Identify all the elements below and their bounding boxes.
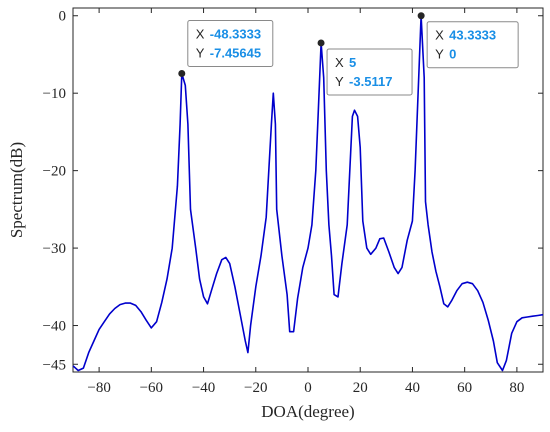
- y-axis-title: Spectrum(dB): [7, 142, 26, 238]
- datatip-value: 5: [349, 55, 356, 70]
- datatip[interactable]: X -48.3333 Y -7.45645: [178, 19, 274, 77]
- x-tick-label: −20: [244, 380, 267, 396]
- x-tick-label: 0: [304, 380, 312, 396]
- datatip-marker: [317, 39, 325, 47]
- datatip-key: Y: [335, 74, 344, 89]
- datatip[interactable]: X 5Y -3.5117: [317, 39, 413, 96]
- datatip[interactable]: X 43.3333 Y 0: [417, 12, 519, 69]
- datatip-marker: [178, 69, 186, 77]
- y-tick-label: −20: [43, 164, 66, 180]
- datatip-marker: [417, 12, 425, 20]
- x-tick-label: −40: [192, 380, 215, 396]
- y-tick-label: −45: [43, 357, 66, 373]
- datatip-value: 0: [449, 47, 456, 62]
- datatip-key: X: [435, 28, 444, 43]
- datatip-key: X: [335, 55, 344, 70]
- x-axis-title: DOA(degree): [261, 402, 354, 421]
- datatip-box: [326, 48, 413, 96]
- y-tick-label: −30: [43, 241, 66, 257]
- datatip-value: -48.3333: [210, 26, 261, 41]
- y-tick-label: −10: [43, 86, 66, 102]
- x-tick-label: −80: [87, 380, 110, 396]
- y-tick-label: 0: [59, 9, 67, 25]
- x-tick-label: 40: [405, 380, 420, 396]
- axis-ticks: −80 −60 −40 −20 0 20 40 60 80 0 −10 −20 −30 −40 −45: [43, 8, 543, 396]
- x-tick-label: 60: [457, 380, 472, 396]
- y-tick-label: −40: [43, 319, 66, 335]
- datatip-value: -3.5117: [349, 74, 392, 89]
- spectrum-series-line: [72, 14, 544, 372]
- datatip-box: [187, 19, 274, 67]
- x-tick-label: 80: [509, 380, 524, 396]
- datatip-value: -7.45645: [210, 45, 261, 60]
- plot-frame: [72, 7, 544, 373]
- datatip-key: Y: [196, 45, 205, 60]
- datatip-key: X: [196, 26, 205, 41]
- x-tick-label: 20: [353, 380, 368, 396]
- datatip-box: [426, 21, 519, 69]
- datatip-value: 43.3333: [449, 28, 496, 43]
- x-tick-label: −60: [140, 380, 163, 396]
- datatip-key: Y: [435, 47, 444, 62]
